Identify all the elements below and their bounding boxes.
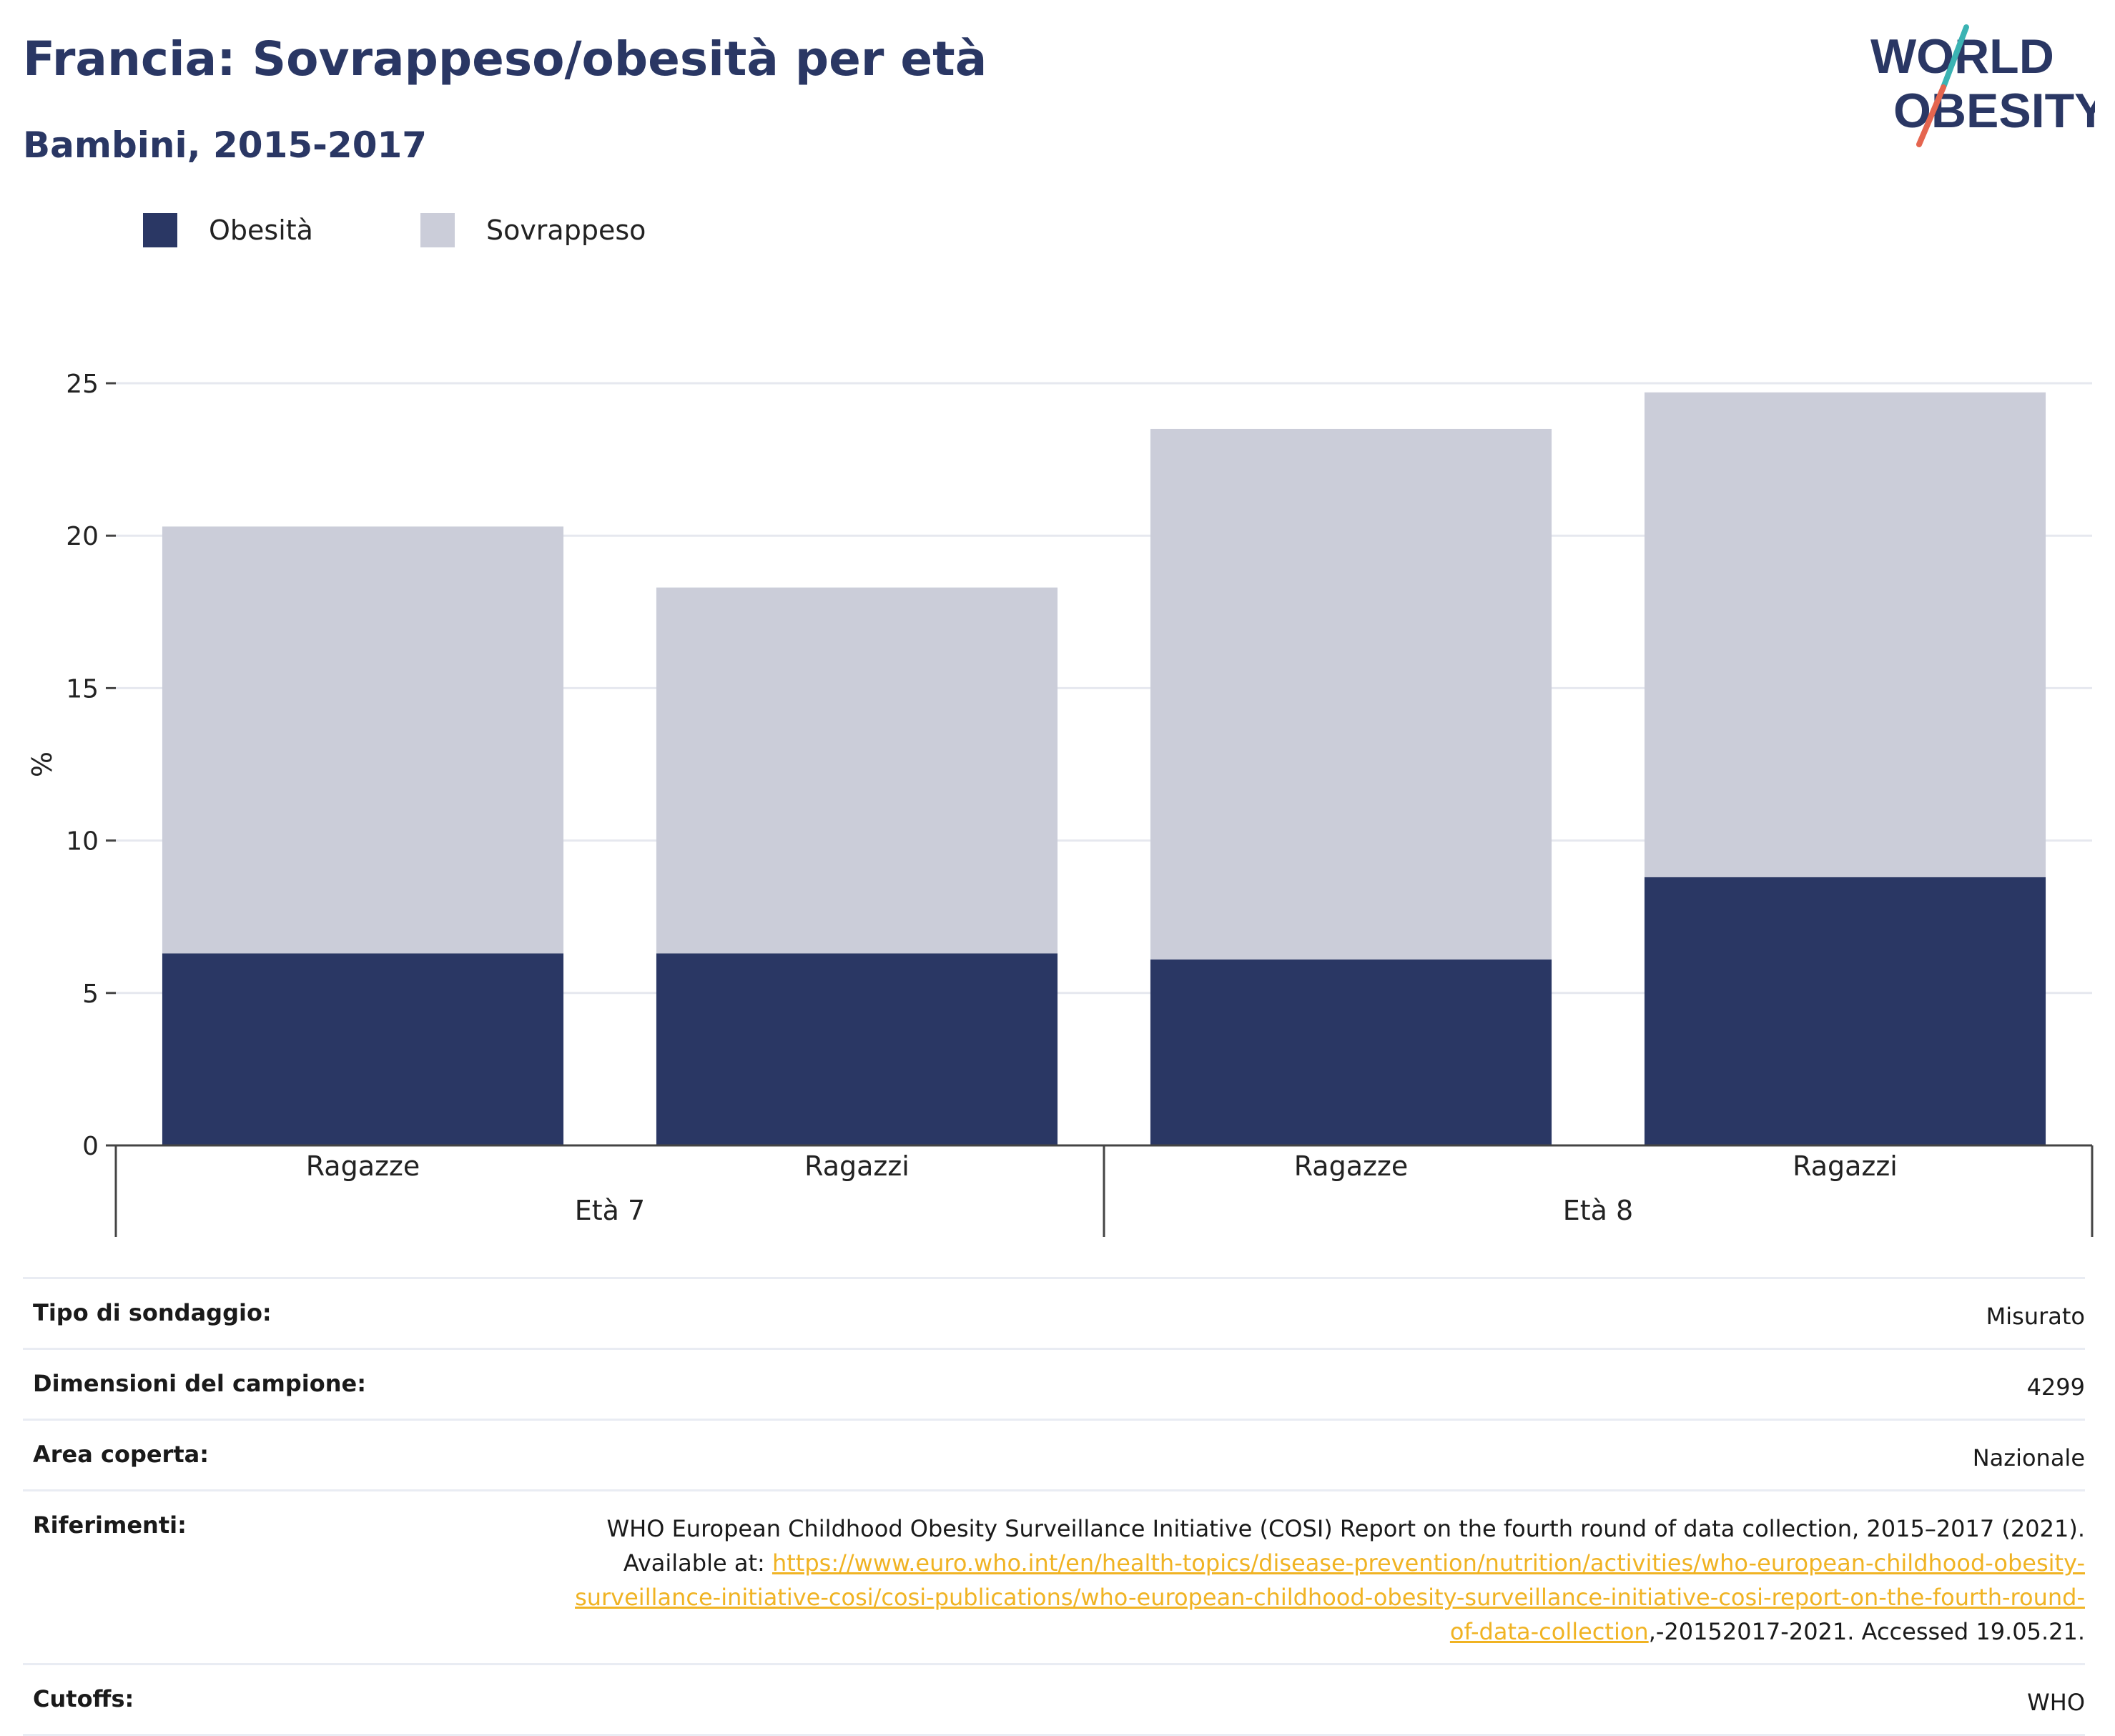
bar-sovrappeso-3 <box>1644 392 2046 877</box>
legend-item-sovrappeso[interactable]: Sovrappeso <box>420 213 646 247</box>
info-row-area: Area coperta: Nazionale <box>23 1421 2085 1491</box>
info-label-survey-type: Tipo di sondaggio: <box>33 1299 272 1326</box>
info-value-area: Nazionale <box>1972 1444 2085 1471</box>
world-obesity-logo: WORLD OBESITY <box>1870 24 2095 147</box>
reference-link-part3[interactable]: of-data-collection <box>1449 1618 1649 1645</box>
y-tick-label: 10 <box>66 827 99 857</box>
legend-label-obesita: Obesità <box>209 214 313 246</box>
bar-obesita-1 <box>656 953 1058 1145</box>
x-tick-label: Ragazze <box>1294 1150 1409 1182</box>
info-label-references: Riferimenti: <box>33 1511 187 1539</box>
legend-swatch-obesita <box>143 213 177 247</box>
reference-available-at: Available at: <box>623 1549 772 1577</box>
bar-sovrappeso-1 <box>656 587 1058 954</box>
info-row-references: Riferimenti: WHO European Childhood Obes… <box>23 1491 2085 1665</box>
info-value-sample-size: 4299 <box>2026 1373 2085 1401</box>
info-row-survey-type: Tipo di sondaggio: Misurato <box>23 1277 2085 1350</box>
info-value-survey-type: Misurato <box>1986 1303 2085 1330</box>
legend-label-sovrappeso: Sovrappeso <box>485 214 646 246</box>
info-row-cutoffs: Cutoffs: WHO <box>23 1665 2085 1736</box>
legend-swatch-sovrappeso <box>420 213 455 247</box>
logo-slash-red <box>1916 84 1946 147</box>
x-group-label: Età 8 <box>1563 1195 1633 1226</box>
chart-subtitle: Bambini, 2015-2017 <box>23 124 428 166</box>
y-tick-label: 5 <box>82 980 99 1009</box>
bar-obesita-3 <box>1644 877 2046 1145</box>
logo-slash-teal <box>1941 24 1969 90</box>
reference-citation: WHO European Childhood Obesity Surveilla… <box>606 1515 2086 1542</box>
reference-link-part1[interactable]: https://www.euro.who.int/en/health-topic… <box>771 1549 2085 1577</box>
bar-sovrappeso-2 <box>1150 428 1552 960</box>
bar-chart: 0 5 10 15 20 25% Ragazze Ragazzi Ragazze Ragazzi E… <box>26 370 2094 1237</box>
bar-obesita-2 <box>1150 959 1552 1145</box>
x-tick-label: Ragazzi <box>804 1150 909 1182</box>
info-label-area: Area coperta: <box>33 1441 209 1468</box>
y-tick-label: 20 <box>66 522 99 551</box>
x-tick-label: Ragazze <box>306 1150 420 1182</box>
info-table: Tipo di sondaggio: Misurato Dimensioni d… <box>23 1277 2085 1736</box>
reference-link-part2[interactable]: surveillance-initiative-cosi/cosi-public… <box>575 1584 2085 1611</box>
chart-title: Francia: Sovrappeso/obesità per età <box>23 31 987 87</box>
y-axis-label: % <box>26 751 58 777</box>
y-tick-label: 15 <box>66 674 99 704</box>
info-row-sample-size: Dimensioni del campione: 4299 <box>23 1350 2085 1421</box>
info-value-references: WHO European Childhood Obesity Surveilla… <box>575 1511 2085 1649</box>
y-tick-label: 0 <box>82 1132 99 1161</box>
reference-accessed: ,-20152017-2021. Accessed 19.05.21. <box>1648 1618 2085 1645</box>
info-label-sample-size: Dimensioni del campione: <box>33 1370 367 1397</box>
legend-item-obesita[interactable]: Obesità <box>143 213 313 247</box>
bar-obesita-0 <box>162 953 564 1145</box>
info-value-cutoffs: WHO <box>2027 1689 2085 1716</box>
x-group-label: Età 7 <box>575 1195 645 1226</box>
x-tick-label: Ragazzi <box>1793 1150 1898 1182</box>
y-tick-label: 25 <box>66 370 99 399</box>
chart-legend: Obesità Sovrappeso <box>143 213 710 247</box>
bar-sovrappeso-0 <box>162 526 564 954</box>
info-label-cutoffs: Cutoffs: <box>33 1685 134 1712</box>
